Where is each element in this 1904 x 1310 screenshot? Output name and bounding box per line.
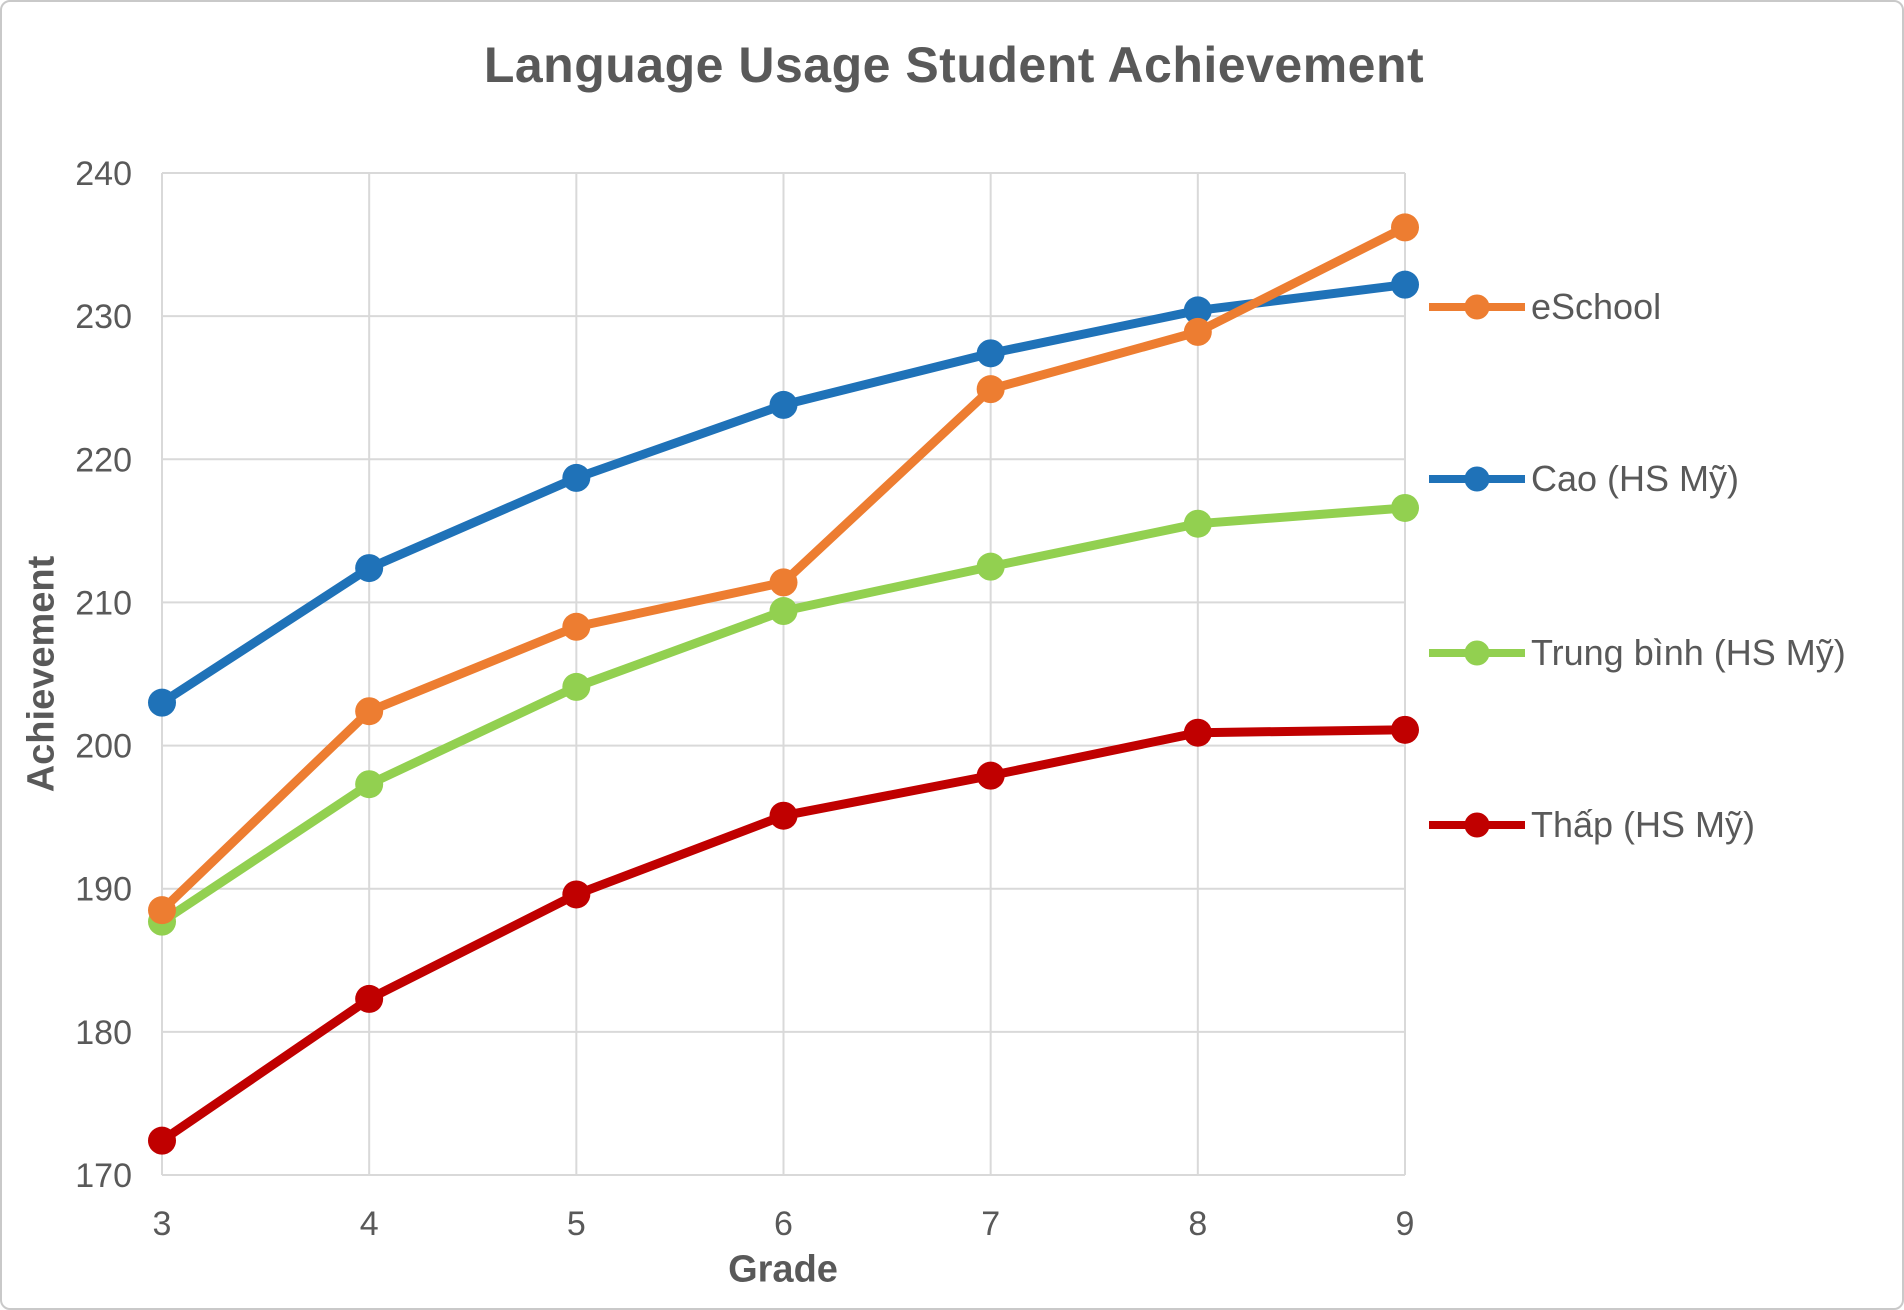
data-point-cao-hs-my-grade-9 — [1391, 270, 1419, 299]
x-tick-label: 6 — [774, 1205, 793, 1243]
y-tick-label: 170 — [75, 1157, 132, 1195]
data-point-cao-hs-my-grade-6 — [769, 390, 798, 419]
data-point-thap-hs-my-grade-5 — [562, 880, 591, 909]
data-point-trung-binh-hs-my-grade-8 — [1183, 509, 1212, 538]
legend-item-trung-binh-hs-my: Trung bình (HS Mỹ) — [1429, 631, 1846, 675]
data-point-eschool-grade-7 — [976, 375, 1005, 404]
x-tick-label: 9 — [1396, 1205, 1415, 1243]
data-point-eschool-grade-9 — [1391, 213, 1419, 242]
data-point-eschool-grade-3 — [148, 896, 176, 925]
data-point-trung-binh-hs-my-grade-9 — [1391, 493, 1419, 522]
y-tick-label: 190 — [75, 871, 132, 909]
data-point-trung-binh-hs-my-grade-6 — [769, 597, 798, 626]
data-point-cao-hs-my-grade-7 — [976, 339, 1005, 368]
y-tick-label: 220 — [75, 441, 132, 479]
legend-label: eSchool — [1531, 286, 1662, 327]
x-tick-label: 5 — [567, 1205, 586, 1243]
x-tick-label: 3 — [153, 1205, 172, 1243]
legend-item-cao-hs-my: Cao (HS Mỹ) — [1429, 457, 1739, 501]
legend-line-marker-icon — [1429, 466, 1525, 492]
x-tick-label: 8 — [1188, 1205, 1207, 1243]
data-point-thap-hs-my-grade-8 — [1183, 718, 1212, 747]
data-point-thap-hs-my-grade-3 — [148, 1126, 176, 1155]
legend-line-marker-icon — [1429, 640, 1525, 666]
data-point-cao-hs-my-grade-8 — [1183, 296, 1212, 325]
y-tick-label: 210 — [75, 584, 132, 622]
data-point-cao-hs-my-grade-3 — [148, 688, 176, 717]
legend-item-eschool: eSchool — [1429, 285, 1661, 329]
legend-line-marker-icon — [1429, 812, 1525, 838]
legend-line-marker-icon — [1429, 294, 1525, 320]
y-tick-label: 230 — [75, 298, 132, 336]
data-point-thap-hs-my-grade-9 — [1391, 715, 1419, 744]
legend-item-thap-hs-my: Thấp (HS Mỹ) — [1429, 803, 1755, 847]
data-point-eschool-grade-4 — [355, 697, 384, 726]
data-point-eschool-grade-8 — [1183, 317, 1212, 346]
legend-label: Cao (HS Mỹ) — [1531, 458, 1740, 499]
data-point-cao-hs-my-grade-4 — [355, 554, 384, 583]
data-point-eschool-grade-5 — [562, 612, 591, 641]
data-point-eschool-grade-6 — [769, 568, 798, 597]
chart-title: Language Usage Student Achievement — [483, 37, 1425, 93]
y-tick-label: 180 — [75, 1014, 132, 1052]
data-point-thap-hs-my-grade-6 — [769, 801, 798, 830]
y-tick-label: 200 — [75, 728, 132, 766]
data-point-cao-hs-my-grade-5 — [562, 463, 591, 492]
legend-label: Thấp (HS Mỹ) — [1531, 804, 1756, 845]
data-point-trung-binh-hs-my-grade-4 — [355, 770, 384, 799]
x-tick-label: 4 — [360, 1205, 379, 1243]
data-point-trung-binh-hs-my-grade-5 — [562, 672, 591, 701]
y-tick-label: 240 — [75, 155, 132, 193]
data-point-thap-hs-my-grade-4 — [355, 984, 384, 1013]
x-axis-title: Grade — [728, 1248, 838, 1291]
data-point-trung-binh-hs-my-grade-7 — [976, 552, 1005, 581]
x-tick-label: 7 — [981, 1205, 1000, 1243]
data-point-thap-hs-my-grade-7 — [976, 761, 1005, 790]
legend-label: Trung bình (HS Mỹ) — [1531, 632, 1846, 673]
